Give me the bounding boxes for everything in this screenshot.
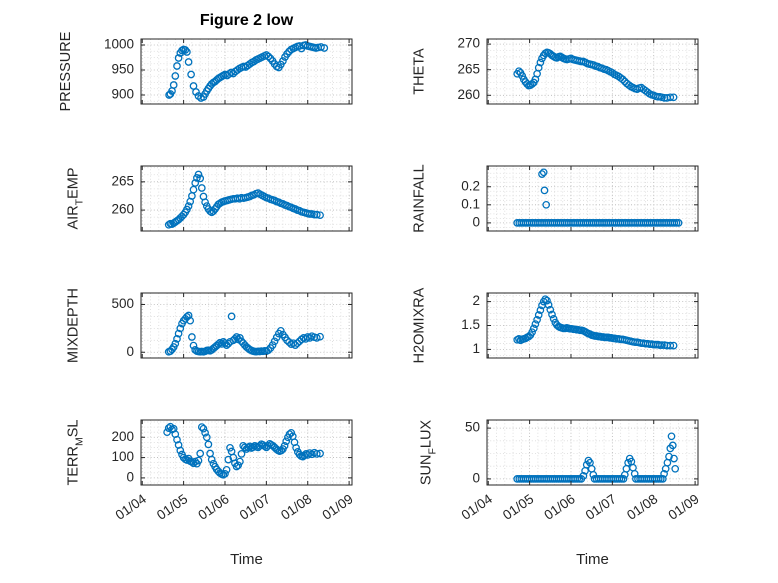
axes-box (486, 38, 699, 105)
svg-text:500: 500 (111, 296, 134, 311)
scatter-points (513, 295, 678, 350)
y-axis-label-terr-msl: TERRMSL (65, 420, 85, 486)
scatter-points (513, 48, 678, 102)
axes-box (140, 419, 353, 486)
y-axis-label-pressure: PRESSURE (58, 31, 74, 111)
subplot-pressure: 900 950 1000 PRESSURE (58, 31, 353, 111)
svg-text:01/09: 01/09 (666, 491, 702, 523)
x-axis-label-right: Time (576, 551, 609, 568)
grid-lines (141, 420, 352, 485)
y-tick-labels: 0 0.1 0.2 (461, 178, 480, 229)
svg-text:01/07: 01/07 (237, 491, 273, 523)
axes-box (140, 165, 353, 232)
svg-text:01/05: 01/05 (154, 491, 190, 523)
y-axis-label-theta: THETA (411, 48, 427, 95)
svg-text:01/04: 01/04 (459, 491, 496, 523)
svg-text:1: 1 (472, 341, 480, 356)
subplot-air-temp: 260 265 AIRTEMP (65, 165, 353, 232)
svg-text:50: 50 (465, 420, 480, 435)
axes-box (486, 292, 699, 359)
svg-text:0: 0 (126, 469, 134, 484)
scatter-points (164, 170, 324, 229)
grid-lines (487, 420, 698, 485)
scatter-points (513, 168, 683, 227)
svg-text:270: 270 (457, 36, 480, 51)
y-tick-labels: 0 500 (111, 296, 134, 359)
svg-text:0.1: 0.1 (461, 196, 480, 211)
axes-box (140, 292, 353, 359)
y-axis-label-air-temp: AIRTEMP (65, 167, 85, 229)
subplot-sun-flux: 0 50 SUNFLUX 01/04 01/05 01/06 01/07 01/08 01/09 (419, 419, 702, 523)
subplot-mixdepth: 0 500 MIXDEPTH (65, 288, 353, 363)
svg-text:01/06: 01/06 (541, 491, 577, 523)
scatter-points (165, 41, 329, 102)
svg-text:0.2: 0.2 (461, 178, 480, 193)
x-axis-label-left: Time (230, 551, 263, 568)
x-tick-labels: 01/04 01/05 01/06 01/07 01/08 01/09 (113, 491, 356, 523)
svg-text:01/05: 01/05 (500, 491, 536, 523)
y-tick-labels: 0 100 200 (111, 429, 134, 485)
svg-text:1000: 1000 (104, 37, 134, 52)
subplot-rainfall: 0 0.1 0.2 RAINFALL (411, 164, 699, 233)
svg-text:01/08: 01/08 (624, 491, 660, 523)
svg-text:900: 900 (111, 87, 134, 102)
grid-lines (141, 293, 352, 358)
axes-box (486, 419, 699, 486)
y-axis-label-sun-flux: SUNFLUX (419, 420, 439, 486)
svg-text:2: 2 (472, 293, 480, 308)
axes-box (140, 38, 353, 105)
figure-title: Figure 2 low (199, 12, 294, 29)
svg-text:0: 0 (472, 470, 480, 485)
svg-text:0: 0 (472, 214, 480, 229)
svg-text:265: 265 (111, 173, 134, 188)
svg-text:0: 0 (126, 344, 134, 359)
svg-text:260: 260 (457, 87, 480, 102)
y-tick-labels: 900 950 1000 (104, 37, 134, 102)
y-tick-labels: 260 265 (111, 173, 134, 216)
svg-text:1.5: 1.5 (461, 317, 480, 332)
y-axis-label-mixdepth: MIXDEPTH (65, 288, 81, 363)
subplot-theta: 260 265 270 THETA (411, 36, 699, 105)
scatter-points (164, 311, 324, 356)
svg-text:100: 100 (111, 449, 134, 464)
svg-text:950: 950 (111, 62, 134, 77)
svg-text:01/07: 01/07 (583, 491, 619, 523)
y-axis-label-h2omixra: H2OMIXRA (411, 287, 427, 363)
grid-lines (487, 166, 698, 231)
svg-text:265: 265 (457, 61, 480, 76)
y-tick-labels: 0 50 (465, 420, 480, 486)
y-axis-label-rainfall: RAINFALL (411, 164, 427, 233)
svg-text:01/08: 01/08 (278, 491, 314, 523)
svg-text:01/09: 01/09 (320, 491, 356, 523)
svg-text:01/06: 01/06 (195, 491, 231, 523)
scatter-points (513, 432, 680, 483)
svg-text:01/04: 01/04 (113, 491, 150, 523)
scatter-points (163, 422, 324, 479)
svg-text:200: 200 (111, 429, 134, 444)
axes-box (486, 165, 699, 232)
y-tick-labels: 11.52 (461, 293, 480, 356)
svg-text:260: 260 (111, 202, 134, 217)
x-tick-labels: 01/04 01/05 01/06 01/07 01/08 01/09 (459, 491, 702, 523)
y-tick-labels: 260 265 270 (457, 36, 480, 102)
